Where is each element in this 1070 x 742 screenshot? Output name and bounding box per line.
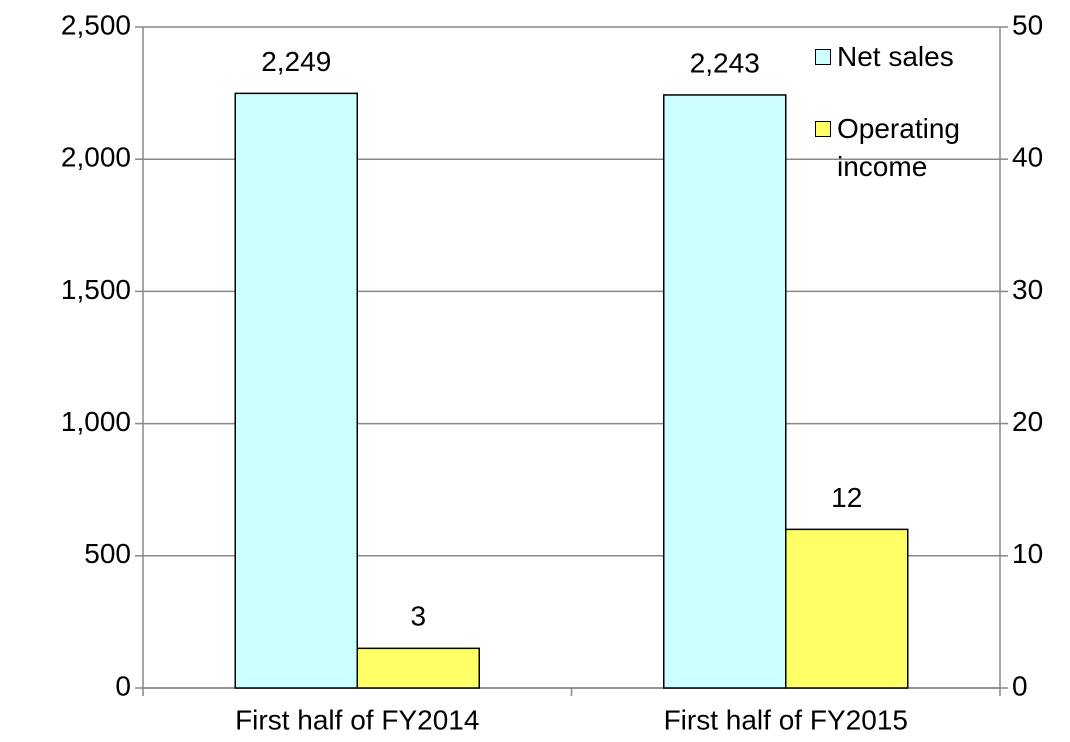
bar xyxy=(356,647,480,689)
data-label: 12 xyxy=(831,482,862,513)
y2-tick-label: 10 xyxy=(1012,538,1043,569)
legend-swatch xyxy=(815,121,831,137)
y-tick-label: 1,500 xyxy=(61,274,131,305)
y-tick-label: 2,000 xyxy=(61,142,131,173)
bar xyxy=(663,94,787,689)
data-label: 2,249 xyxy=(261,46,331,77)
legend-label: Net sales xyxy=(837,41,954,72)
y2-tick-label: 40 xyxy=(1012,142,1043,173)
legend-swatch xyxy=(815,49,831,65)
legend: Net sales Operating income xyxy=(812,38,1002,220)
y2-tick-label: 30 xyxy=(1012,274,1043,305)
y2-tick-label: 20 xyxy=(1012,406,1043,437)
y-tick-label: 1,000 xyxy=(61,406,131,437)
y2-tick-label: 0 xyxy=(1012,670,1028,701)
y-tick-label: 2,500 xyxy=(61,9,131,40)
legend-item: Operating income xyxy=(812,110,1002,186)
legend-item: Net sales xyxy=(812,38,1002,76)
bar xyxy=(785,528,909,689)
data-label: 3 xyxy=(410,601,426,632)
y2-tick-label: 50 xyxy=(1012,9,1043,40)
y-tick-label: 0 xyxy=(115,670,131,701)
x-tick-label: First half of FY2015 xyxy=(664,704,908,735)
data-label: 2,243 xyxy=(690,47,760,78)
x-tick-label: First half of FY2014 xyxy=(235,704,479,735)
legend-label: Operating income xyxy=(837,113,960,182)
bar xyxy=(234,92,358,689)
y-tick-label: 500 xyxy=(84,538,131,569)
